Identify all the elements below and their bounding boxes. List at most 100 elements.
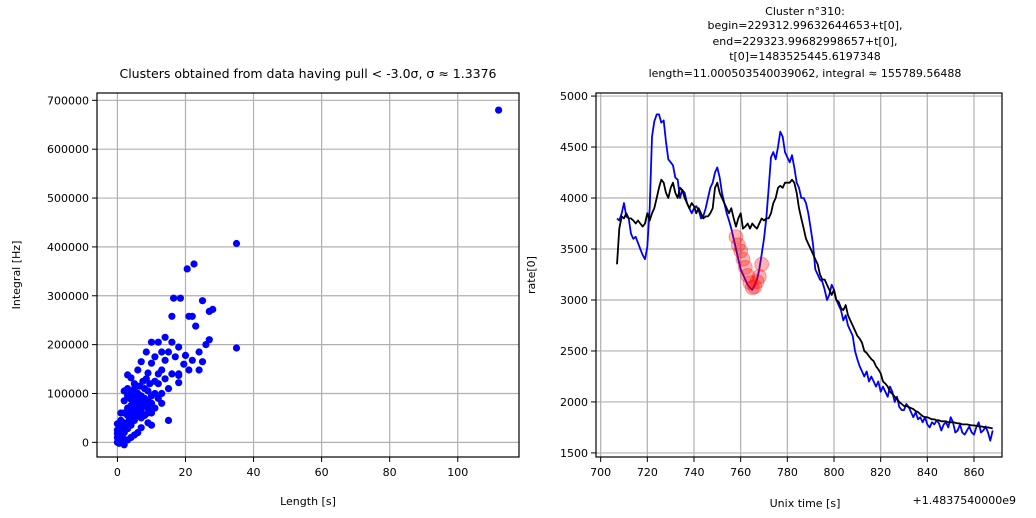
timeseries-y-tick-label: 1500 bbox=[560, 447, 588, 460]
scatter-grid bbox=[97, 93, 519, 457]
cluster-highlight-point bbox=[749, 274, 765, 290]
scatter-point bbox=[495, 106, 503, 114]
timeseries-x-tick-label: 760 bbox=[730, 466, 751, 479]
scatter-point bbox=[147, 359, 156, 367]
scatter-point bbox=[168, 370, 176, 378]
timeseries-title-line-2: begin=229312.99632644653+t[0], bbox=[707, 19, 902, 32]
cluster-highlight-points bbox=[728, 229, 770, 296]
timeseries-axes-frame bbox=[595, 92, 1003, 458]
scatter-point bbox=[195, 348, 203, 356]
scatter-point bbox=[183, 265, 191, 273]
scatter-y-tick-label: 0 bbox=[82, 436, 89, 449]
timeseries-title-line-1: Cluster n°310: bbox=[765, 5, 845, 18]
scatter-point bbox=[198, 297, 207, 305]
cluster-highlight-point bbox=[737, 259, 753, 275]
timeseries-y-tick-label: 5000 bbox=[560, 90, 588, 103]
timeseries-y-tick-label: 3000 bbox=[560, 294, 588, 307]
scatter-point bbox=[164, 348, 173, 356]
scatter-x-tick-label: 40 bbox=[247, 466, 261, 479]
scatter-point bbox=[188, 356, 196, 364]
cluster-highlight-point bbox=[754, 256, 770, 272]
scatter-point bbox=[117, 409, 125, 417]
cluster-highlight-point bbox=[747, 279, 763, 295]
cluster-highlight-point bbox=[735, 251, 751, 267]
scatter-point bbox=[122, 424, 130, 432]
scatter-point bbox=[175, 343, 183, 351]
timeseries-x-tick-label: 800 bbox=[824, 466, 845, 479]
scatter-point bbox=[202, 341, 210, 349]
scatter-point bbox=[190, 260, 198, 268]
scatter-x-tick-label: 100 bbox=[447, 466, 468, 479]
scatter-point bbox=[232, 239, 241, 248]
scatter-y-tick-label: 600000 bbox=[47, 143, 89, 156]
timeseries-title-line-5: length=11.000503540039062, integral ≈ 15… bbox=[649, 67, 962, 80]
scatter-panel: Clusters obtained from data having pull … bbox=[10, 66, 520, 508]
scatter-point bbox=[154, 338, 162, 346]
scatter-point bbox=[151, 377, 159, 385]
timeseries-x-offset-label: +1.4837540000e9 bbox=[913, 494, 1016, 507]
scatter-point bbox=[195, 366, 203, 374]
scatter-point bbox=[144, 369, 152, 377]
scatter-y-tick-label: 500000 bbox=[47, 192, 89, 205]
timeseries-y-tick-label: 3500 bbox=[560, 243, 588, 256]
timeseries-line-black bbox=[616, 178, 993, 430]
scatter-point bbox=[185, 312, 193, 320]
scatter-point bbox=[168, 312, 176, 320]
timeseries-x-tick-label: 820 bbox=[870, 466, 891, 479]
scatter-point bbox=[151, 353, 159, 361]
scatter-point bbox=[232, 344, 241, 352]
cluster-highlight-point bbox=[740, 268, 756, 283]
scatter-point bbox=[181, 351, 190, 359]
scatter-axes-frame bbox=[96, 92, 520, 458]
scatter-x-axis-label: Length [s] bbox=[280, 495, 336, 508]
timeseries-title-line-3: end=229323.99682998657+t[0], bbox=[712, 35, 897, 48]
scatter-point bbox=[120, 397, 128, 405]
scatter-point bbox=[175, 371, 183, 379]
cluster-highlight-point bbox=[744, 280, 760, 296]
timeseries-lines bbox=[616, 113, 994, 442]
scatter-point bbox=[164, 416, 173, 424]
scatter-x-tick-label: 60 bbox=[315, 466, 329, 479]
scatter-x-ticks: 0 20 40 60 80 100 bbox=[114, 457, 468, 479]
timeseries-y-tick-label: 2500 bbox=[560, 345, 588, 358]
cluster-highlight-point bbox=[751, 269, 767, 284]
timeseries-x-tick-label: 860 bbox=[964, 466, 985, 479]
scatter-point bbox=[192, 322, 200, 330]
timeseries-x-tick-label: 740 bbox=[684, 466, 705, 479]
scatter-point bbox=[137, 358, 145, 366]
timeseries-y-ticks: 1500 2000 2500 3000 3500 4000 4500 5000 bbox=[560, 90, 596, 460]
scatter-point bbox=[161, 333, 169, 341]
scatter-x-tick-label: 80 bbox=[383, 466, 397, 479]
scatter-point bbox=[185, 366, 193, 374]
timeseries-line-blue bbox=[616, 113, 994, 442]
cluster-highlight-point bbox=[733, 243, 749, 259]
scatter-point bbox=[144, 409, 152, 417]
timeseries-y-axis-label: rate[0] bbox=[525, 256, 538, 294]
scatter-y-tick-label: 200000 bbox=[47, 339, 89, 352]
scatter-y-axis-label: Integral [Hz] bbox=[10, 241, 23, 310]
cluster-highlight-point bbox=[742, 275, 758, 291]
scatter-point bbox=[180, 360, 188, 368]
scatter-point bbox=[147, 338, 156, 346]
timeseries-grid bbox=[596, 93, 1002, 457]
scatter-point bbox=[171, 353, 179, 361]
cluster-highlight-point bbox=[730, 237, 746, 253]
scatter-point bbox=[176, 294, 184, 302]
scatter-point bbox=[141, 394, 149, 402]
timeseries-title-line-4: t[0]=1483525445.6197348 bbox=[729, 50, 881, 63]
scatter-y-tick-label: 100000 bbox=[47, 387, 89, 400]
scatter-point bbox=[147, 421, 156, 429]
scatter-point bbox=[142, 348, 150, 356]
scatter-point bbox=[132, 392, 140, 400]
timeseries-y-tick-label: 4500 bbox=[560, 141, 588, 154]
scatter-y-ticks: 0 100000 200000 300000 400000 500000 600000 700… bbox=[47, 94, 97, 449]
timeseries-x-tick-label: 840 bbox=[917, 466, 938, 479]
timeseries-y-tick-label: 4000 bbox=[560, 192, 588, 205]
scatter-points bbox=[113, 106, 503, 449]
scatter-point bbox=[158, 389, 166, 398]
scatter-point bbox=[161, 356, 169, 364]
scatter-point bbox=[158, 399, 166, 407]
scatter-point bbox=[164, 385, 173, 393]
